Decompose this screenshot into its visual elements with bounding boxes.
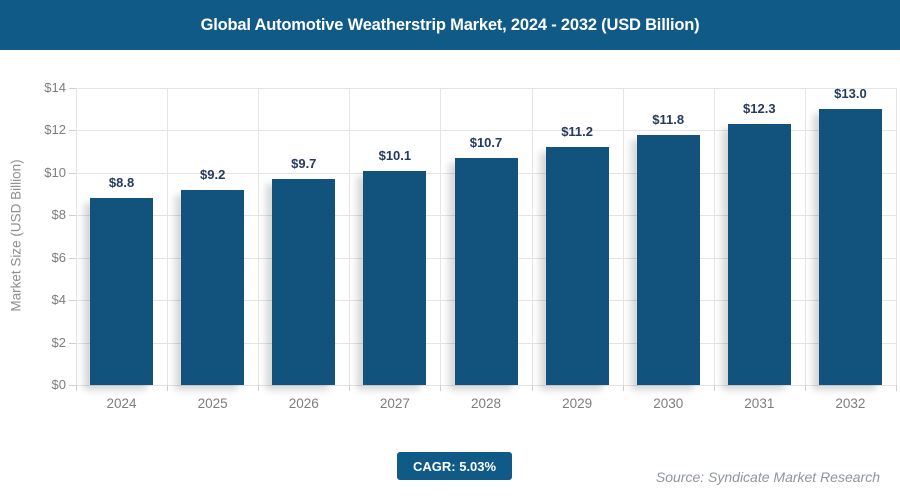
- y-axis-title: Market Size (USD Billion): [8, 159, 24, 312]
- x-tick-label: 2028: [470, 396, 502, 411]
- chart-title-bar: Global Automotive Weatherstrip Market, 2…: [0, 0, 900, 50]
- x-axis-tick: [440, 385, 442, 391]
- y-tick-label: $2: [51, 334, 66, 350]
- gridline-vertical: [622, 88, 624, 385]
- bar: [454, 158, 518, 385]
- y-tick-label: $0: [51, 377, 66, 392]
- bar-value-label: $8.8: [108, 175, 135, 191]
- bar-value-label: $9.7: [291, 156, 317, 172]
- y-tick-label: $12: [44, 122, 66, 138]
- bar: [181, 189, 245, 385]
- y-tick-label: $10: [44, 164, 66, 180]
- x-tick-label: 2024: [106, 396, 137, 411]
- x-tick-label: 2031: [744, 396, 775, 411]
- gridline-vertical: [713, 88, 715, 385]
- y-axis-tick: [69, 385, 76, 386]
- y-tick-label: $8: [51, 207, 66, 223]
- bar: [90, 198, 154, 385]
- x-axis-tick: [531, 385, 533, 391]
- bar-value-label: $13.0: [834, 86, 867, 102]
- bar-value-label: $11.2: [561, 124, 594, 140]
- x-axis-tick: [622, 385, 624, 391]
- x-axis-tick: [804, 385, 806, 391]
- gridline-vertical: [896, 88, 897, 385]
- bar-value-label: $9.2: [200, 166, 226, 182]
- x-tick-label: 2030: [653, 396, 684, 411]
- y-axis-tick: [69, 172, 76, 174]
- x-axis-tick: [896, 385, 897, 391]
- bar: [818, 109, 882, 385]
- x-axis-tick: [76, 385, 77, 391]
- chart-title: Global Automotive Weatherstrip Market, 2…: [200, 15, 700, 34]
- bar: [272, 179, 336, 385]
- bar: [636, 134, 700, 385]
- gridline-horizontal: [76, 130, 896, 132]
- y-axis-tick: [69, 342, 76, 344]
- gridline-vertical: [349, 88, 351, 385]
- y-axis-tick: [69, 257, 76, 259]
- x-tick-label: 2032: [835, 396, 866, 411]
- gridline-horizontal: [76, 88, 896, 89]
- gridline-horizontal: [76, 385, 896, 386]
- bar-value-label: $11.8: [652, 111, 685, 127]
- y-axis-tick: [69, 300, 76, 302]
- y-axis-tick: [69, 88, 76, 89]
- gridline-vertical: [440, 88, 442, 385]
- gridline-vertical: [258, 88, 260, 385]
- gridline-vertical: [804, 88, 806, 385]
- x-tick-label: 2026: [288, 396, 319, 411]
- x-axis-tick: [349, 385, 351, 391]
- y-tick-label: $14: [44, 80, 66, 95]
- x-tick-label: 2025: [197, 396, 228, 411]
- x-tick-label: 2029: [562, 396, 593, 411]
- y-axis-tick: [69, 215, 76, 217]
- x-axis-tick: [258, 385, 260, 391]
- source-attribution: Source: Syndicate Market Research: [655, 469, 880, 485]
- gridline-vertical: [531, 88, 533, 385]
- bar: [727, 124, 791, 385]
- x-axis-tick: [713, 385, 715, 391]
- bar-value-label: $10.1: [378, 147, 412, 163]
- y-tick-label: $6: [51, 249, 66, 265]
- bar: [363, 170, 427, 385]
- x-tick-label: 2027: [379, 396, 410, 411]
- bar-value-label: $12.3: [743, 101, 776, 117]
- bar-value-label: $10.7: [469, 135, 503, 150]
- gridline-vertical: [167, 88, 169, 385]
- gridline-vertical: [76, 88, 77, 385]
- cagr-badge: CAGR: 5.03%: [397, 452, 513, 480]
- y-tick-label: $4: [51, 292, 66, 308]
- x-axis-tick: [167, 385, 169, 391]
- y-axis-tick: [69, 130, 76, 132]
- bar: [545, 147, 609, 385]
